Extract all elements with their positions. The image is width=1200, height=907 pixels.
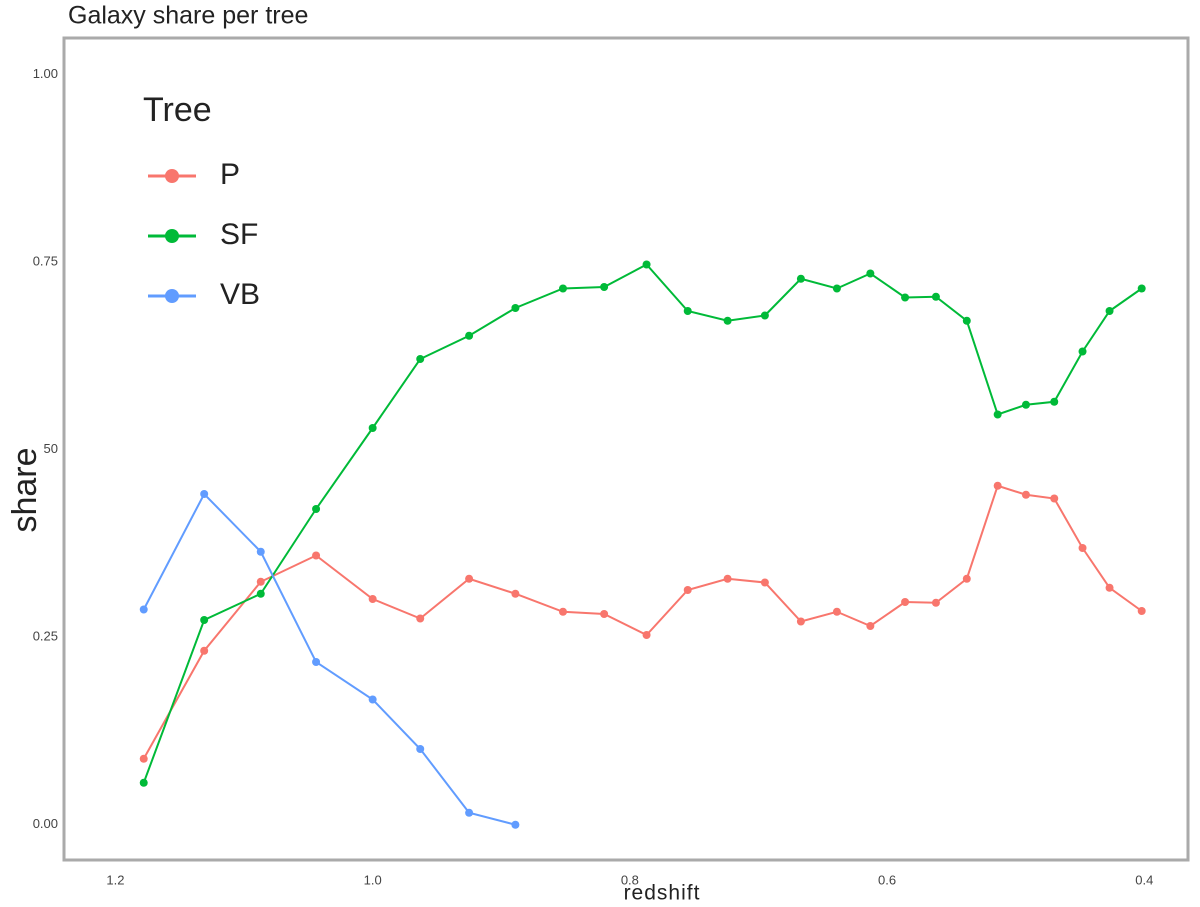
- data-point: [760, 311, 769, 320]
- legend-marker: [165, 289, 179, 303]
- x-tick-label: 0.8: [621, 872, 639, 887]
- data-point: [600, 283, 609, 291]
- data-point: [866, 269, 875, 278]
- data-point: [1021, 400, 1030, 409]
- data-point: [200, 646, 209, 655]
- legend-label: P: [220, 158, 240, 191]
- data-point: [760, 578, 769, 587]
- data-point: [832, 607, 841, 616]
- data-point: [723, 574, 732, 583]
- data-point: [1078, 544, 1087, 552]
- data-point: [558, 284, 567, 293]
- data-point: [558, 607, 567, 616]
- x-axis-label: redshift: [624, 882, 701, 905]
- data-point: [600, 610, 609, 618]
- legend-marker: [165, 229, 179, 243]
- data-point: [962, 316, 971, 325]
- y-tick-label: 1.00: [33, 66, 58, 81]
- y-tick-label: 50: [44, 441, 58, 456]
- data-point: [642, 631, 651, 639]
- y-tick-label: 0.25: [33, 629, 58, 644]
- data-point: [200, 490, 209, 498]
- data-point: [511, 589, 520, 598]
- data-point: [465, 331, 474, 340]
- data-point: [1050, 397, 1059, 406]
- data-point: [901, 293, 910, 302]
- data-point: [683, 586, 692, 594]
- series-line: [142, 263, 1143, 784]
- data-point: [683, 307, 692, 315]
- data-point: [368, 595, 377, 603]
- data-point: [832, 284, 841, 293]
- data-point: [139, 754, 148, 763]
- data-point: [931, 292, 940, 301]
- x-tick-label: 1.2: [106, 872, 124, 887]
- data-point: [993, 481, 1002, 490]
- y-tick-label: 0.00: [33, 816, 58, 831]
- data-point: [962, 574, 971, 583]
- panel-border: [62, 36, 1190, 862]
- data-point: [312, 551, 321, 560]
- data-point: [1137, 607, 1146, 615]
- data-point: [256, 547, 265, 556]
- data-point: [1105, 583, 1114, 592]
- data-point: [993, 410, 1002, 419]
- legend-marker: [165, 169, 179, 183]
- data-point: [866, 622, 875, 630]
- data-point: [1105, 307, 1114, 315]
- data-point: [931, 598, 940, 607]
- data-point: [312, 658, 321, 666]
- data-point: [416, 745, 425, 753]
- data-point: [368, 695, 377, 704]
- data-point: [796, 617, 805, 626]
- y-axis-label: share: [6, 447, 44, 532]
- data-point: [465, 574, 474, 583]
- data-point: [511, 304, 520, 312]
- legend-title: Tree: [143, 91, 212, 129]
- data-point: [901, 598, 910, 606]
- data-point: [200, 616, 209, 624]
- data-point: [1021, 490, 1030, 499]
- data-point: [796, 274, 805, 283]
- data-point: [465, 808, 474, 817]
- data-point: [723, 316, 732, 325]
- data-point: [139, 605, 148, 614]
- x-tick-label: 0.4: [1135, 872, 1153, 887]
- y-tick-label: 0.75: [33, 254, 58, 269]
- chart-title: Galaxy share per tree: [68, 2, 308, 30]
- data-point: [1078, 347, 1087, 356]
- series-line: [142, 484, 1143, 760]
- data-point: [256, 577, 265, 586]
- data-point: [368, 424, 377, 432]
- data-point: [1050, 494, 1059, 503]
- data-point: [1137, 284, 1146, 293]
- data-point: [416, 614, 425, 623]
- data-point: [312, 505, 321, 513]
- data-point: [511, 820, 520, 829]
- data-point: [416, 355, 425, 363]
- legend-label: SF: [220, 218, 258, 251]
- data-point: [642, 260, 651, 269]
- x-tick-label: 0.6: [878, 872, 896, 887]
- legend-label: VB: [220, 278, 260, 311]
- x-tick-label: 1.0: [364, 872, 382, 887]
- data-point: [256, 589, 265, 598]
- series-line: [142, 492, 516, 826]
- data-point: [139, 778, 148, 787]
